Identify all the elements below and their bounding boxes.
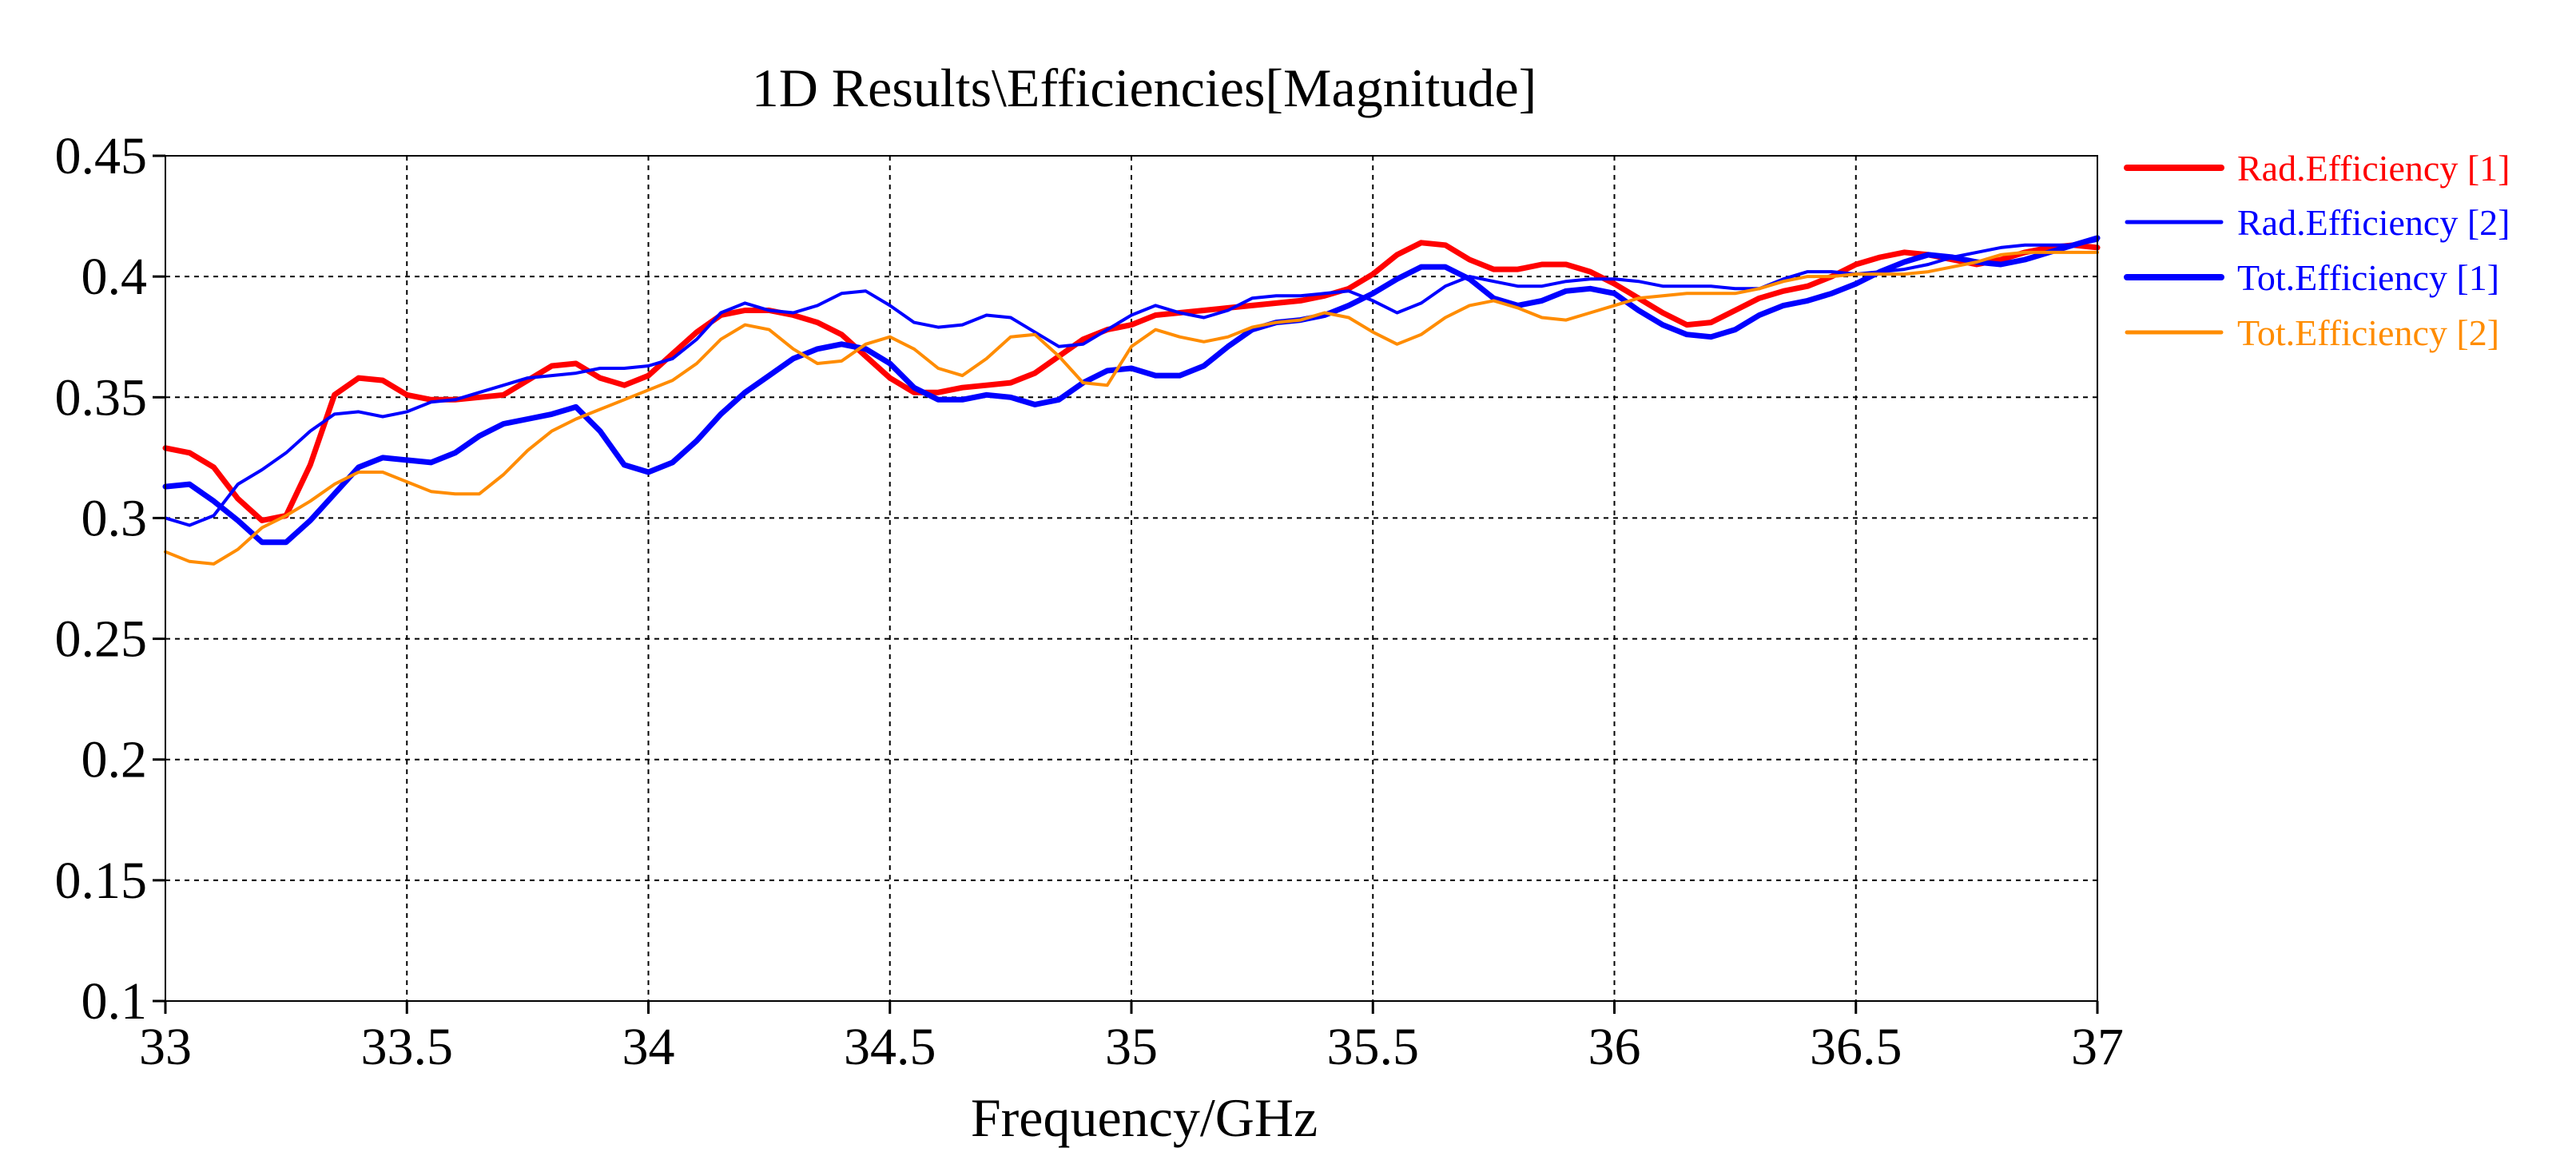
y-tick-label: 0.4 (81, 248, 148, 306)
series-line (162, 240, 2101, 523)
legend-label: Tot.Efficiency [2] (2237, 312, 2499, 353)
x-tick-label: 37 (2071, 1018, 2124, 1076)
x-tick-label: 33 (139, 1018, 192, 1076)
x-tick-label: 35 (1105, 1018, 1158, 1076)
series-lines (162, 235, 2101, 566)
series-line (164, 250, 2099, 566)
legend-label: Rad.Efficiency [2] (2237, 202, 2510, 243)
x-tick-label: 36.5 (1810, 1018, 1902, 1076)
x-tick-label: 33.5 (361, 1018, 454, 1076)
x-tick-label: 35.5 (1327, 1018, 1420, 1076)
grid-lines (165, 156, 2097, 1001)
legend-label: Tot.Efficiency [1] (2237, 257, 2499, 298)
series-line (162, 235, 2101, 546)
axis-ticks (153, 154, 2099, 1014)
y-tick-label: 0.35 (55, 368, 148, 427)
x-tick-label: 36 (1588, 1018, 1641, 1076)
y-tick-label: 0.25 (55, 610, 148, 669)
x-tick-label: 34.5 (844, 1018, 936, 1076)
tick-labels: 33 33.5 34 34.5 35 35.5 36 36.5 37 0.1 0.15 0.2 0.25… (55, 127, 2125, 1076)
legend-label: Rad.Efficiency [1] (2237, 148, 2510, 189)
legend: Rad.Efficiency [1] Rad.Efficiency [2] Tot.… (2124, 148, 2510, 353)
y-tick-label: 0.1 (81, 972, 148, 1031)
y-tick-label: 0.2 (81, 731, 148, 789)
y-tick-label: 0.3 (81, 489, 148, 547)
x-axis-label: Frequency/GHz (971, 1087, 1318, 1148)
y-tick-label: 0.15 (55, 852, 148, 910)
chart-title: 1D Results\Efficiencies[Magnitude] (752, 58, 1537, 118)
y-tick-label: 0.45 (55, 127, 148, 185)
x-tick-label: 34 (622, 1018, 675, 1076)
